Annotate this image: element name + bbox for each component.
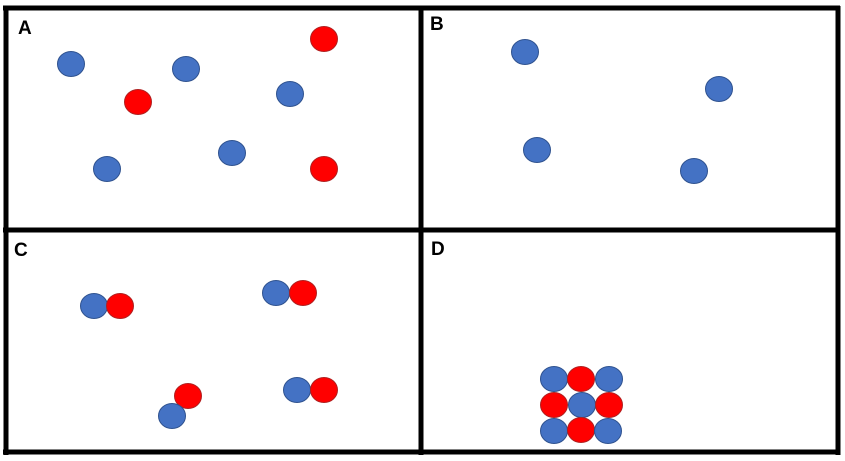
blue-particle [568,392,596,418]
panel-c-label: C [14,240,28,261]
blue-particle [158,403,186,429]
panel-d [540,366,623,444]
red-particle [310,377,338,403]
red-particle [174,383,202,409]
blue-particle [594,418,622,444]
blue-particle [540,418,568,444]
red-particle [106,293,134,319]
red-particle [595,392,623,418]
blue-particle [283,377,311,403]
panel-grid-frame [3,5,841,455]
red-particle [310,156,338,182]
blue-particle [218,140,246,166]
blue-particle [80,293,108,319]
red-particle [289,280,317,306]
panel-b-label: B [430,14,444,35]
blue-particle [57,51,85,77]
blue-particle [262,280,290,306]
panel-a [57,26,338,182]
blue-particle [523,137,551,163]
red-particle [540,392,568,418]
blue-particle [93,156,121,182]
red-particle [124,89,152,115]
red-particle [310,26,338,52]
blue-particle [511,39,539,65]
blue-particle [705,76,733,102]
red-particle [567,417,595,443]
blue-particle [680,158,708,184]
blue-particle [172,56,200,82]
panel-d-label: D [431,239,445,260]
blue-particle [276,81,304,107]
blue-particle [595,366,623,392]
panel-b [511,39,733,184]
blue-particle [540,366,568,392]
panel-c [80,280,338,429]
red-particle [567,366,595,392]
panel-a-label: A [18,18,32,39]
